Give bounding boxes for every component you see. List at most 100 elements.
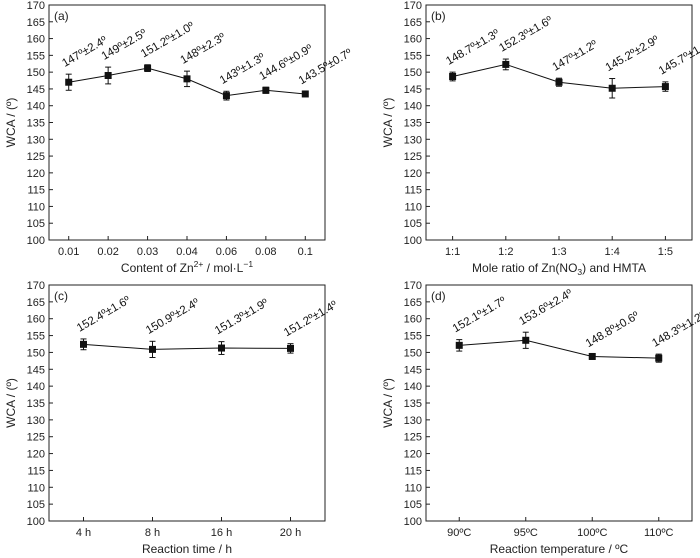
chart-1-ytick-label: 165 [404, 17, 422, 29]
chart-3-ytick-label: 135 [404, 398, 422, 410]
chart-1-x-axis-title-rest: ) and HMTA [582, 261, 646, 275]
chart-0-ytick-label: 135 [27, 118, 45, 130]
chart-2-ytick-label: 150 [27, 347, 45, 359]
chart-1-ytick-label: 120 [404, 168, 422, 180]
chart-1-ytick-label: 115 [404, 185, 422, 197]
chart-0-ytick-label: 120 [27, 168, 45, 180]
chart-0-xtick-label: 0.03 [137, 246, 158, 258]
chart-2-series-line [83, 343, 291, 350]
chart-1-ytick-label: 100 [404, 235, 422, 247]
chart-2-xtick-label: 20 h [280, 527, 301, 539]
chart-2-ytick-label: 130 [27, 415, 45, 427]
chart-1-xtick-label: 1:3 [551, 246, 566, 258]
chart-0-data-point [301, 90, 309, 98]
chart-0-x-axis-title-main: Content of Zn [121, 261, 194, 275]
chart-3-panel-label: (d) [431, 289, 446, 303]
chart-3-xtick-label: 100ºC [577, 527, 607, 539]
chart-3-ytick-label: 140 [404, 381, 422, 393]
chart-3-data-point [655, 354, 663, 362]
chart-3-ytick-label: 160 [404, 314, 422, 326]
chart-3-ytick-label: 110 [404, 482, 422, 494]
chart-2-xtick-label: 8 h [145, 527, 160, 539]
chart-3-data-label: 153.6º±2.4º [517, 287, 575, 328]
chart-1-data-point [661, 83, 669, 91]
chart-0-xtick-label: 0.06 [216, 246, 237, 258]
chart-3-ytick-label: 150 [404, 347, 422, 359]
chart-0-ytick-label: 105 [27, 218, 45, 230]
chart-1-panel-label: (b) [431, 9, 446, 23]
chart-2-data-label: 152.4º±1.6º [75, 294, 133, 335]
chart-3-data-point [588, 352, 596, 360]
chart-2-ytick-label: 115 [27, 465, 45, 477]
chart-1-ytick-label: 110 [404, 201, 422, 213]
chart-2-ytick-label: 120 [27, 449, 45, 461]
chart-1-ytick-label: 155 [404, 50, 422, 62]
chart-1-data-point [555, 78, 563, 86]
chart-0-ytick-label: 125 [27, 151, 45, 163]
chart-0-y-axis-title: WCA / (º) [4, 98, 18, 148]
chart-0-data-point [144, 64, 152, 72]
chart-0-ytick-label: 155 [27, 50, 45, 62]
chart-0-ytick-label: 170 [27, 0, 45, 12]
chart-0-xtick-label: 0.04 [176, 246, 197, 258]
chart-1-ytick-label: 170 [404, 0, 422, 12]
chart-3-x-axis-title-main: Reaction temperature / ºC [490, 542, 629, 556]
chart-1-ytick-label: 160 [404, 34, 422, 46]
chart-0-x-axis-title-rest: / mol·L [203, 261, 243, 275]
chart-1-ytick-label: 140 [404, 101, 422, 113]
chart-2-y-axis-title: WCA / (º) [4, 378, 18, 428]
chart-1-x-axis-title-script: 3 [577, 267, 582, 277]
chart-2-ytick-label: 105 [27, 499, 45, 511]
chart-3-data-label: 148.8º±0.6º [584, 310, 642, 351]
chart-3-ytick-label: 170 [404, 280, 422, 292]
chart-2-xtick-label: 4 h [76, 527, 91, 539]
chart-1-data-label: 152.3º±1.6º [497, 14, 555, 55]
chart-3-ytick-label: 125 [404, 432, 422, 444]
chart-3-data-point [522, 336, 530, 344]
chart-1-x-axis-title-main: Mole ratio of Zn(NO [472, 261, 577, 275]
chart-0-xtick-label: 0.08 [255, 246, 276, 258]
chart-3-xtick-label: 95ºC [514, 527, 538, 539]
chart-3-ytick-label: 165 [404, 297, 422, 309]
chart-0-data-point [262, 86, 270, 94]
chart-3-ytick-label: 145 [404, 364, 422, 376]
chart-2-ytick-label: 145 [27, 364, 45, 376]
chart-2-ytick-label: 125 [27, 432, 45, 444]
chart-1-data-label: 148.7º±1.3º [444, 27, 502, 68]
chart-0-ytick-label: 160 [27, 34, 45, 46]
chart-1-xtick-label: 1:2 [498, 246, 513, 258]
chart-0-x-axis-title: Content of Zn2+ / mol·L−1 [121, 259, 253, 275]
chart-2-data-point [218, 344, 225, 352]
chart-2-ytick-label: 110 [27, 482, 45, 494]
chart-2-x-axis-title-main: Reaction time / h [142, 542, 232, 556]
chart-2-xtick-label: 16 h [211, 527, 232, 539]
chart-3-group: 100 105 110 115 120 125 130 135 140 145 150 155 160 1… [381, 280, 700, 556]
chart-2-ytick-label: 100 [27, 516, 45, 528]
chart-3-ytick-label: 130 [404, 415, 422, 427]
chart-0-ytick-label: 165 [27, 17, 45, 29]
chart-2-x-axis-title: Reaction time / h [142, 542, 232, 556]
chart-3-data-point [455, 341, 463, 349]
chart-0-x-axis-title-sup: −1 [243, 259, 253, 269]
chart-1-data-label: 145.7º±1.4º [657, 37, 700, 78]
chart-1-ytick-label: 130 [404, 134, 422, 146]
chart-0-data-point [104, 72, 112, 79]
chart-1-xtick-label: 1:1 [445, 246, 460, 258]
chart-3-y-axis-title: WCA / (º) [381, 378, 395, 428]
chart-0-xtick-label: 0.01 [58, 246, 79, 258]
chart-3-ytick-label: 115 [404, 465, 422, 477]
chart-0-ytick-label: 150 [27, 67, 45, 79]
chart-3-ytick-label: 100 [404, 516, 422, 528]
chart-0-x-axis-title-script: 2+ [194, 259, 204, 269]
chart-2-data-point [80, 340, 87, 348]
chart-3-xtick-label: 90ºC [447, 527, 471, 539]
chart-1-xtick-label: 1:5 [658, 246, 673, 258]
chart-1-data-point [449, 73, 457, 81]
chart-1-ytick-label: 125 [404, 151, 422, 163]
chart-1-ytick-label: 105 [404, 218, 422, 230]
chart-1-data-label: 145.2º±2.9º [604, 34, 662, 75]
chart-0-ytick-label: 110 [27, 201, 45, 213]
chart-2-data-label: 150.9º±2.4º [144, 296, 202, 337]
chart-3-xtick-label: 110ºC [644, 527, 674, 539]
